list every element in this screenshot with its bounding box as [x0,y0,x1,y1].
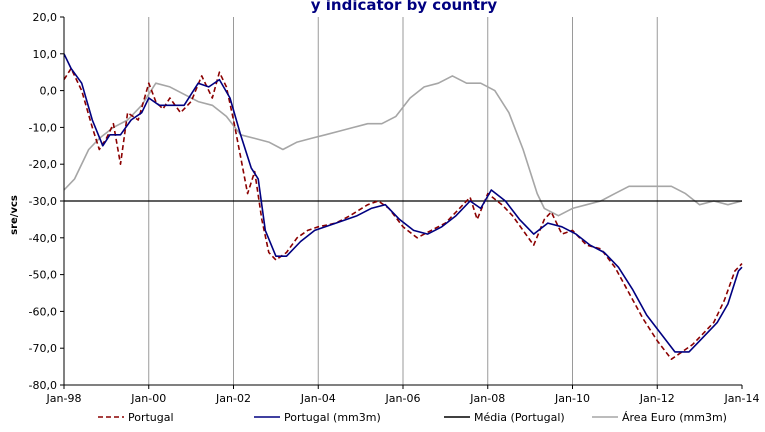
y-tick-label: -10,0 [29,121,57,134]
series-lines [63,53,743,360]
y-axis-label: sre/vcs [9,195,20,235]
y-tick-label: 10,0 [33,48,58,61]
legend-label-3: Área Euro (mm3m) [622,411,727,424]
y-tick-label: -80,0 [29,379,57,392]
x-tick-label: Jan-14 [724,392,760,405]
x-axis-tick-labels: Jan-98 Jan-00 Jan-02 Jan-04 Jan-06 Jan-08 Jan-… [46,385,760,405]
x-tick-label: Jan-04 [300,392,336,405]
x-tick-label: Jan-10 [554,392,590,405]
x-tick-label: Jan-08 [469,392,505,405]
legend-label-1: Portugal (mm3m) [284,411,381,424]
x-tick-label: Jan-98 [46,392,82,405]
y-tick-label: -50,0 [29,269,57,282]
y-tick-label: -40,0 [29,232,57,245]
y-tick-label: -70,0 [29,342,57,355]
series-line-3 [63,75,743,217]
y-tick-label: -60,0 [29,305,57,318]
y-tick-label: -20,0 [29,158,57,171]
legend-label-2: Média (Portugal) [474,411,565,424]
x-tick-label: Jan-06 [385,392,421,405]
y-tick-label: -30,0 [29,195,57,208]
x-tick-label: Jan-02 [215,392,251,405]
x-tick-label: Jan-00 [130,392,166,405]
legend-label-0: Portugal [128,411,174,424]
y-tick-label: 0,0 [40,85,58,98]
series-line-1 [63,53,743,353]
legend: Portugal Portugal (mm3m) Média (Portugal) Á… [98,411,727,424]
series-line-0 [63,67,743,360]
x-tick-label: Jan-12 [639,392,675,405]
y-axis-tick-labels: -80,0 -70,0 -60,0 -50,0 -40,0 -30,0 -20,0 -10,0… [29,11,64,392]
y-tick-label: 20,0 [33,11,58,24]
chart-title: y indicator by country [311,0,498,14]
